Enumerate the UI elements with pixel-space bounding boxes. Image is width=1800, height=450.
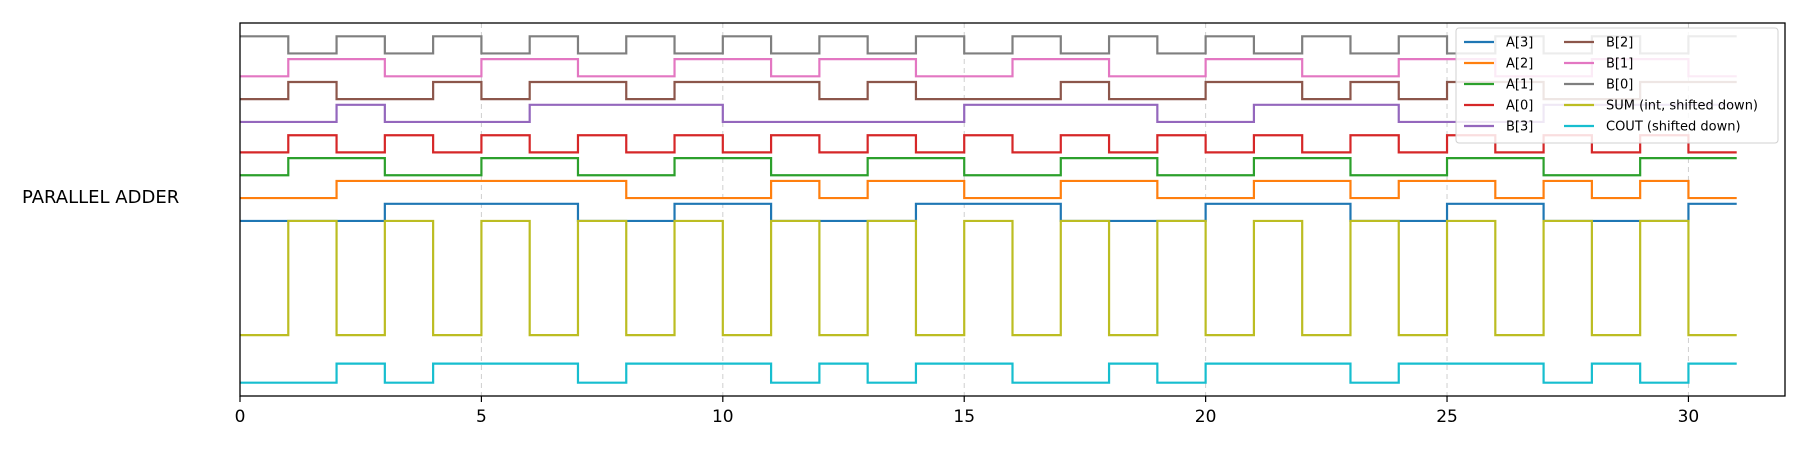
legend-label-3: A[0] [1506,99,1533,114]
legend-label-1: A[2] [1506,57,1533,72]
legend-label-2: A[1] [1506,78,1533,93]
x-tick-label-20: 20 [1195,407,1217,427]
legend-label-0: A[3] [1506,36,1533,51]
x-tick-label-15: 15 [953,407,975,427]
legend-box [1455,27,1779,144]
legend-label-5: B[2] [1606,36,1633,51]
x-tick-label-25: 25 [1436,407,1458,427]
x-tick-label-30: 30 [1678,407,1700,427]
axes-frame [239,22,1786,397]
x-tick-label-10: 10 [712,407,734,427]
series-line-8 [240,219,1737,337]
legend-label-7: B[0] [1606,78,1633,93]
series-line-0 [240,202,1737,223]
series-line-2 [240,157,1737,177]
series-line-5 [240,80,1737,101]
x-tick-label-0: 0 [235,407,246,427]
x-axis: 0 5 10 15 20 25 30 [235,396,1700,427]
y-axis-label: PARALLEL ADDER [22,187,179,208]
legend-label-8: SUM (int, shifted down) [1606,99,1758,114]
legend-label-6: B[1] [1606,57,1633,72]
series-line-1 [240,179,1737,200]
legend-label-4: B[3] [1506,120,1533,135]
legend: A[3] A[2] A[1] A[0] B[3] B[2] B[1] B[0] SUM (int… [1455,27,1779,144]
x-tick-label-5: 5 [476,407,487,427]
series-line-9 [240,362,1737,384]
legend-label-9: COUT (shifted down) [1606,120,1741,135]
